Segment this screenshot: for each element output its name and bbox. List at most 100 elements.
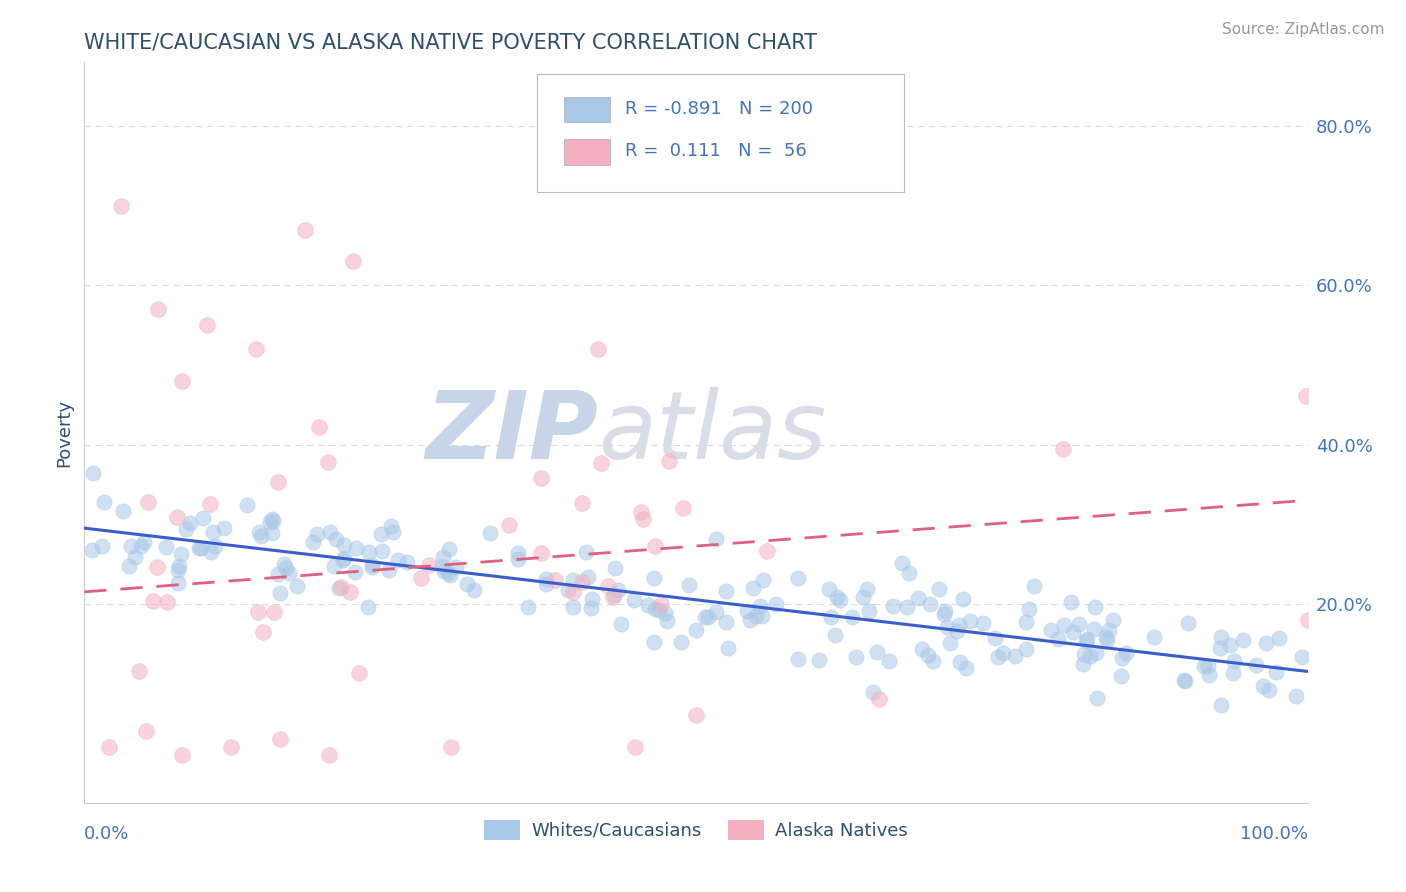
Point	[918, 597, 941, 611]
Point	[82, 542, 104, 557]
Point	[308, 420, 330, 434]
Point	[259, 515, 281, 529]
Point	[737, 604, 759, 618]
Point	[1022, 579, 1045, 593]
Point	[928, 582, 950, 597]
Point	[190, 541, 212, 555]
Point	[1084, 646, 1107, 660]
Point	[648, 603, 671, 617]
Point	[278, 566, 301, 580]
Point	[267, 475, 290, 490]
Point	[845, 649, 868, 664]
Point	[643, 635, 665, 649]
Point	[1060, 595, 1083, 609]
Point	[907, 591, 929, 605]
Point	[360, 559, 382, 574]
Point	[361, 558, 384, 572]
Point	[155, 540, 177, 554]
Point	[1098, 624, 1121, 638]
Point	[325, 533, 347, 547]
Point	[1296, 613, 1319, 627]
Text: 0.0%: 0.0%	[84, 825, 129, 843]
Point	[128, 665, 150, 679]
Point	[202, 524, 225, 539]
Point	[302, 535, 325, 549]
Point	[602, 590, 624, 604]
Point	[357, 599, 380, 614]
Point	[534, 577, 557, 591]
Point	[637, 598, 659, 612]
FancyBboxPatch shape	[564, 139, 610, 165]
Text: atlas: atlas	[598, 387, 827, 478]
Point	[463, 582, 485, 597]
Point	[508, 552, 530, 566]
Point	[623, 592, 645, 607]
Point	[922, 654, 945, 668]
Point	[439, 541, 461, 556]
Point	[571, 496, 593, 510]
Point	[1053, 617, 1076, 632]
Point	[938, 636, 960, 650]
Point	[672, 501, 695, 516]
Point	[945, 624, 967, 638]
Point	[456, 577, 478, 591]
Point	[319, 525, 342, 540]
Point	[576, 570, 599, 584]
Point	[508, 546, 530, 560]
Point	[934, 604, 956, 618]
Point	[1264, 665, 1286, 680]
Point	[1015, 642, 1038, 657]
Point	[111, 504, 134, 518]
Point	[97, 740, 120, 755]
Point	[671, 635, 693, 649]
Point	[332, 538, 354, 552]
Point	[1143, 630, 1166, 644]
Point	[167, 563, 190, 577]
Point	[581, 592, 603, 607]
Point	[741, 582, 763, 596]
Point	[93, 495, 115, 509]
Point	[1111, 650, 1133, 665]
Point	[1192, 658, 1215, 673]
Point	[294, 222, 316, 236]
Point	[344, 565, 367, 579]
Point	[166, 509, 188, 524]
Point	[562, 600, 585, 615]
Point	[896, 599, 918, 614]
Point	[267, 566, 290, 581]
Point	[1097, 633, 1119, 648]
Point	[1046, 632, 1069, 646]
Point	[246, 605, 269, 619]
Point	[589, 456, 612, 470]
Point	[1062, 624, 1084, 639]
Point	[685, 708, 707, 723]
Point	[1173, 673, 1195, 687]
Point	[586, 342, 609, 356]
Point	[187, 541, 209, 555]
Point	[1222, 665, 1244, 680]
Point	[370, 526, 392, 541]
Point	[748, 599, 770, 614]
Point	[418, 558, 440, 572]
Point	[765, 597, 787, 611]
Point	[263, 514, 285, 528]
Point	[274, 561, 297, 575]
Point	[936, 619, 959, 633]
Point	[603, 588, 626, 602]
Point	[380, 519, 402, 533]
Point	[110, 199, 132, 213]
Point	[498, 518, 520, 533]
Point	[911, 641, 934, 656]
Point	[344, 541, 367, 555]
Point	[371, 543, 394, 558]
Point	[124, 549, 146, 564]
Point	[1115, 646, 1137, 660]
Point	[135, 724, 157, 739]
Point	[1285, 689, 1308, 703]
Point	[575, 545, 598, 559]
Point	[862, 685, 884, 699]
Point	[1223, 654, 1246, 668]
Point	[657, 614, 679, 628]
Point	[934, 607, 956, 622]
Point	[382, 524, 405, 539]
